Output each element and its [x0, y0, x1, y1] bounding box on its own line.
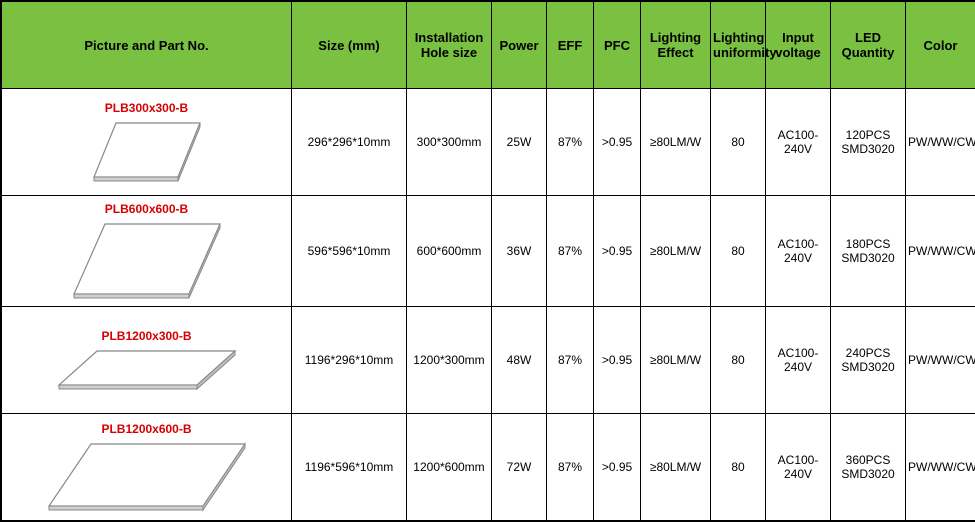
power-cell: 25W: [492, 89, 547, 196]
eff-cell: 87%: [547, 89, 594, 196]
voltage-cell: AC100-240V: [766, 196, 831, 307]
spec-table-container: Picture and Part No.Size (mm)Installatio…: [0, 0, 975, 522]
part-cell: PLB300x300-B: [2, 89, 292, 196]
eff-cell: 87%: [547, 414, 594, 521]
hole-cell: 600*600mm: [407, 196, 492, 307]
part-cell: PLB600x600-B: [2, 196, 292, 307]
part-number: PLB600x600-B: [6, 202, 287, 216]
voltage-cell: AC100-240V: [766, 307, 831, 414]
size-cell: 596*596*10mm: [292, 196, 407, 307]
power-cell: 48W: [492, 307, 547, 414]
table-row: PLB600x600-B 596*596*10mm600*600mm36W87%…: [2, 196, 975, 307]
size-cell: 1196*296*10mm: [292, 307, 407, 414]
col-header: Power: [492, 2, 547, 89]
col-header: EFF: [547, 2, 594, 89]
col-header: Lighting uniformity: [711, 2, 766, 89]
col-header: LED Quantity: [831, 2, 906, 89]
lighting-effect-cell: ≥80LM/W: [641, 307, 711, 414]
led-qty-cell: 120PCS SMD3020: [831, 89, 906, 196]
pfc-cell: >0.95: [594, 414, 641, 521]
eff-cell: 87%: [547, 196, 594, 307]
col-header: Picture and Part No.: [2, 2, 292, 89]
hole-cell: 1200*600mm: [407, 414, 492, 521]
led-qty-cell: 240PCS SMD3020: [831, 307, 906, 414]
size-cell: 296*296*10mm: [292, 89, 407, 196]
led-qty-cell: 180PCS SMD3020: [831, 196, 906, 307]
led-qty-cell: 360PCS SMD3020: [831, 414, 906, 521]
table-row: PLB300x300-B 296*296*10mm300*300mm25W87%…: [2, 89, 975, 196]
lighting-effect-cell: ≥80LM/W: [641, 196, 711, 307]
uniformity-cell: 80: [711, 196, 766, 307]
eff-cell: 87%: [547, 307, 594, 414]
color-cell: PW/WW/CW: [906, 89, 975, 196]
part-cell: PLB1200x300-B: [2, 307, 292, 414]
pfc-cell: >0.95: [594, 89, 641, 196]
part-number: PLB1200x600-B: [6, 422, 287, 436]
hole-cell: 1200*300mm: [407, 307, 492, 414]
col-header: Lighting Effect: [641, 2, 711, 89]
col-header: Size (mm): [292, 2, 407, 89]
power-cell: 36W: [492, 196, 547, 307]
col-header: Installation Hole size: [407, 2, 492, 89]
panel-icon: [6, 442, 287, 512]
table-row: PLB1200x300-B 1196*296*10mm1200*300mm48W…: [2, 307, 975, 414]
color-cell: PW/WW/CW: [906, 307, 975, 414]
part-number: PLB300x300-B: [6, 101, 287, 115]
lighting-effect-cell: ≥80LM/W: [641, 89, 711, 196]
table-header-row: Picture and Part No.Size (mm)Installatio…: [2, 2, 975, 89]
color-cell: PW/WW/CW: [906, 196, 975, 307]
panel-icon: [6, 349, 287, 391]
power-cell: 72W: [492, 414, 547, 521]
col-header: Input voltage: [766, 2, 831, 89]
pfc-cell: >0.95: [594, 196, 641, 307]
col-header: PFC: [594, 2, 641, 89]
hole-cell: 300*300mm: [407, 89, 492, 196]
size-cell: 1196*596*10mm: [292, 414, 407, 521]
pfc-cell: >0.95: [594, 307, 641, 414]
part-cell: PLB1200x600-B: [2, 414, 292, 521]
spec-table: Picture and Part No.Size (mm)Installatio…: [1, 1, 975, 521]
part-number: PLB1200x300-B: [6, 329, 287, 343]
uniformity-cell: 80: [711, 414, 766, 521]
uniformity-cell: 80: [711, 89, 766, 196]
panel-icon: [6, 121, 287, 183]
panel-icon: [6, 222, 287, 300]
voltage-cell: AC100-240V: [766, 414, 831, 521]
color-cell: PW/WW/CW: [906, 414, 975, 521]
lighting-effect-cell: ≥80LM/W: [641, 414, 711, 521]
voltage-cell: AC100-240V: [766, 89, 831, 196]
table-row: PLB1200x600-B 1196*596*10mm1200*600mm72W…: [2, 414, 975, 521]
uniformity-cell: 80: [711, 307, 766, 414]
col-header: Color: [906, 2, 975, 89]
